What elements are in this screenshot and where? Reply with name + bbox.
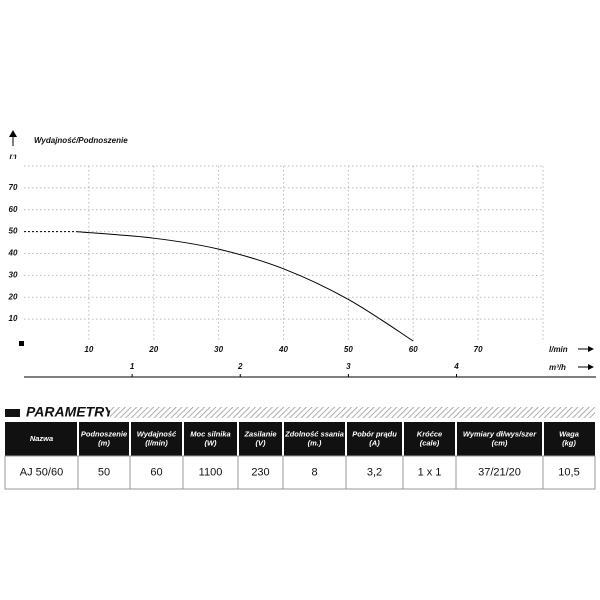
row-border — [4, 455, 596, 490]
table-cell: 50 — [98, 466, 110, 478]
header-cell: Króćce — [417, 429, 442, 438]
hatch-bar — [110, 407, 595, 418]
header-cell: Waga — [559, 429, 579, 438]
table-cell: 1 x 1 — [418, 466, 442, 478]
y-tick-label: 30 — [9, 270, 18, 279]
header-cell: Moc silnika — [190, 429, 230, 438]
header-cell: (kg) — [562, 438, 576, 447]
x2-tick-label: 3 — [346, 362, 351, 371]
x-arrow — [588, 346, 594, 352]
header-cell: (V) — [256, 438, 267, 447]
table-title: PARAMETRY — [26, 404, 115, 420]
header-cell: (m) — [98, 438, 110, 447]
header-cell: Zasilanie — [243, 429, 276, 438]
table-cell: 10,5 — [558, 466, 579, 478]
header-cell: Pobór prądu — [352, 429, 397, 438]
x2-tick-label: 2 — [237, 362, 243, 371]
header-cell: Wydajność — [137, 429, 177, 438]
x-tick-label: 60 — [409, 345, 418, 354]
x2-unit: m³/h — [549, 363, 566, 372]
y-tick-label: 20 — [8, 292, 18, 301]
y-tick-label: 50 — [9, 227, 18, 236]
y-tick-label: 10 — [9, 314, 18, 323]
x2-tick-label: 1 — [130, 362, 135, 371]
table-cell: AJ 50/60 — [20, 466, 63, 478]
header-cell: (l/min) — [145, 438, 168, 447]
x-tick-label: 30 — [214, 345, 223, 354]
table-cell: 1100 — [199, 466, 223, 478]
header-cell: Podnoszenie — [81, 429, 127, 438]
header-cell: (A) — [369, 438, 380, 447]
table-cell: 3,2 — [367, 466, 382, 478]
x-tick-label: 70 — [474, 345, 483, 354]
header-cell: (cale) — [420, 438, 440, 447]
x-unit: l/min — [549, 345, 568, 354]
y-arrow — [9, 130, 17, 137]
origin-marker — [19, 341, 24, 346]
x-tick-label: 40 — [278, 345, 288, 354]
chart-title: Wydajność/Podnoszenie — [34, 136, 128, 145]
y-tick-label: 70 — [9, 183, 18, 192]
table-cell: 230 — [251, 466, 269, 478]
x-tick-label: 20 — [148, 345, 158, 354]
curve — [75, 231, 414, 342]
header-cell: (m.) — [308, 438, 322, 447]
x-tick-label: 10 — [84, 345, 93, 354]
x2-tick-label: 4 — [453, 362, 459, 371]
table-cell: 8 — [311, 466, 317, 478]
table-cell: 60 — [150, 466, 162, 478]
header-cell: (cm) — [492, 438, 508, 447]
table-cell: 37/21/20 — [478, 466, 521, 478]
y-tick-label: 40 — [8, 249, 18, 258]
header-cell: (W) — [204, 438, 217, 447]
header-cell: Wymiary dł/wys/szer — [463, 429, 537, 438]
table-header-bg — [5, 422, 595, 456]
x2-arrow — [588, 364, 594, 370]
title-block — [5, 409, 20, 417]
y-tick-label: 60 — [9, 205, 18, 214]
header-cell: Zdolność ssania — [284, 429, 344, 438]
x-tick-label: 50 — [344, 345, 353, 354]
header-cell: Nazwa — [30, 434, 53, 443]
